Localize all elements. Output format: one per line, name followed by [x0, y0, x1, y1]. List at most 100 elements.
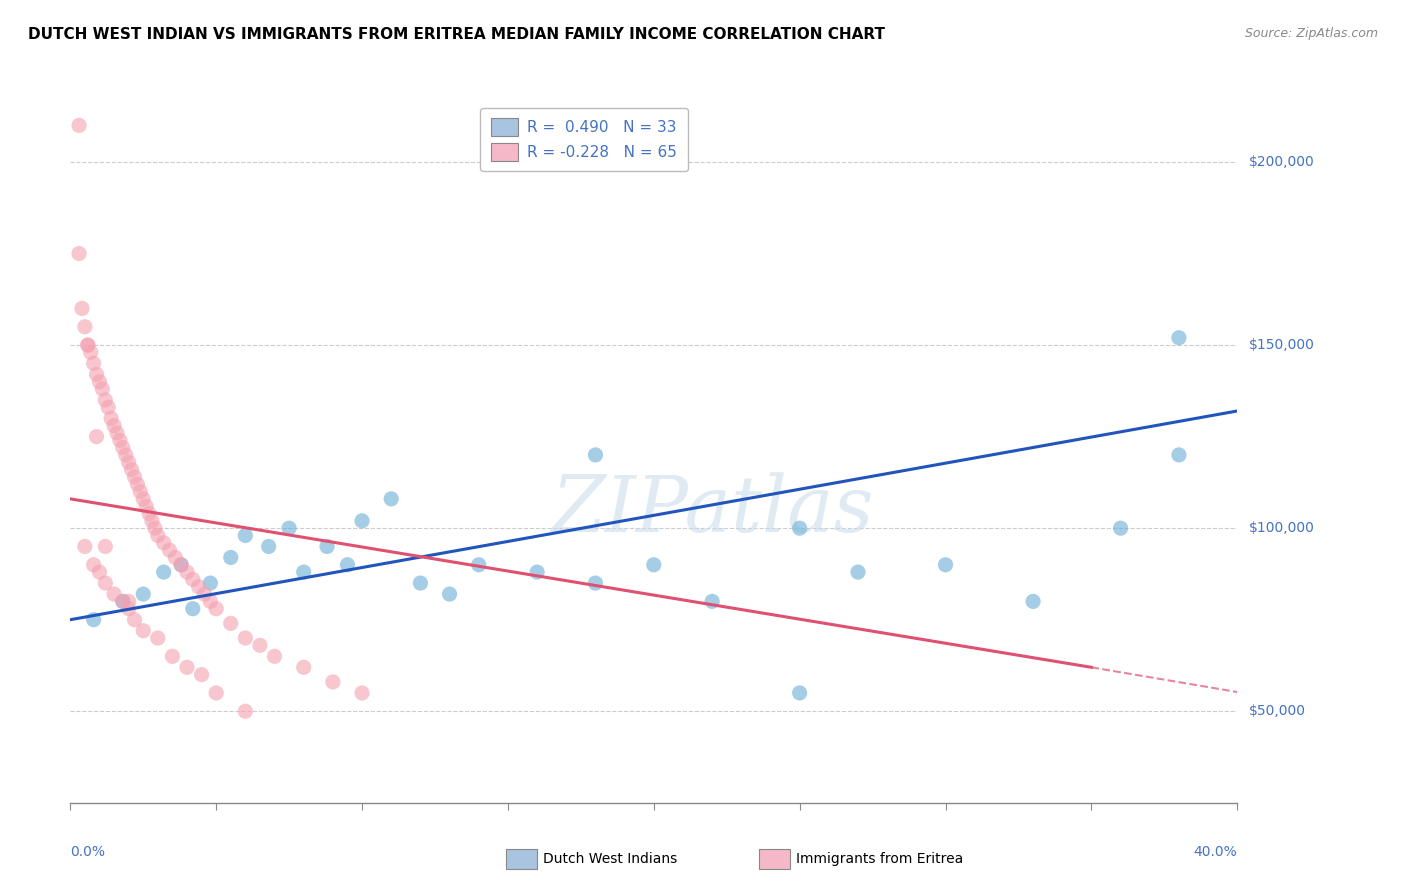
- Bar: [759, 849, 790, 869]
- Point: [114, 448, 136, 462]
- Point: [146, 528, 169, 542]
- Text: Source: ZipAtlas.com: Source: ZipAtlas.com: [1244, 27, 1378, 40]
- Point: [124, 613, 146, 627]
- Point: [789, 521, 811, 535]
- Point: [141, 514, 163, 528]
- Point: [200, 594, 222, 608]
- Point: [132, 587, 155, 601]
- Point: [278, 521, 301, 535]
- Text: Immigrants from Eritrea: Immigrants from Eritrea: [796, 852, 963, 866]
- Point: [233, 528, 256, 542]
- Point: [1167, 448, 1189, 462]
- Point: [91, 382, 114, 396]
- Point: [159, 543, 181, 558]
- Point: [86, 429, 108, 443]
- Point: [1022, 594, 1045, 608]
- Point: [118, 455, 141, 469]
- Point: [118, 601, 141, 615]
- Point: [352, 514, 374, 528]
- Point: [233, 704, 256, 718]
- Point: [127, 477, 149, 491]
- Point: [409, 576, 432, 591]
- Point: [143, 521, 166, 535]
- Point: [105, 425, 128, 440]
- Point: [111, 594, 134, 608]
- Point: [700, 594, 723, 608]
- Text: DUTCH WEST INDIAN VS IMMIGRANTS FROM ERITREA MEDIAN FAMILY INCOME CORRELATION CH: DUTCH WEST INDIAN VS IMMIGRANTS FROM ERI…: [28, 27, 886, 42]
- Point: [322, 675, 344, 690]
- Point: [352, 686, 374, 700]
- Point: [176, 565, 198, 579]
- Point: [94, 392, 117, 407]
- Point: [97, 401, 120, 415]
- Point: [135, 499, 157, 513]
- Text: $100,000: $100,000: [1249, 521, 1315, 535]
- Point: [292, 660, 315, 674]
- Point: [80, 345, 103, 359]
- Point: [76, 338, 98, 352]
- Point: [219, 616, 242, 631]
- Text: 0.0%: 0.0%: [70, 845, 105, 858]
- Point: [200, 576, 222, 591]
- Legend: R =  0.490   N = 33, R = -0.228   N = 65: R = 0.490 N = 33, R = -0.228 N = 65: [479, 108, 688, 171]
- Point: [124, 470, 146, 484]
- Point: [205, 686, 228, 700]
- Point: [103, 587, 125, 601]
- Point: [585, 576, 607, 591]
- Point: [187, 580, 209, 594]
- Point: [934, 558, 956, 572]
- Point: [118, 594, 141, 608]
- Point: [76, 338, 98, 352]
- Point: [73, 540, 96, 554]
- Bar: [506, 849, 537, 869]
- Text: $150,000: $150,000: [1249, 338, 1315, 352]
- Point: [73, 319, 96, 334]
- Point: [846, 565, 869, 579]
- Point: [585, 448, 607, 462]
- Point: [152, 565, 174, 579]
- Point: [205, 601, 228, 615]
- Point: [132, 624, 155, 638]
- Point: [643, 558, 665, 572]
- Point: [439, 587, 461, 601]
- Point: [83, 558, 105, 572]
- Point: [257, 540, 280, 554]
- Point: [181, 601, 204, 615]
- Point: [165, 550, 187, 565]
- Point: [67, 119, 90, 133]
- Point: [138, 507, 160, 521]
- Point: [292, 565, 315, 579]
- Point: [170, 558, 193, 572]
- Point: [170, 558, 193, 572]
- Point: [103, 418, 125, 433]
- Point: [121, 462, 143, 476]
- Text: $50,000: $50,000: [1249, 705, 1305, 718]
- Point: [111, 441, 134, 455]
- Point: [468, 558, 491, 572]
- Point: [181, 573, 204, 587]
- Point: [100, 411, 122, 425]
- Point: [249, 638, 271, 652]
- Point: [263, 649, 285, 664]
- Point: [526, 565, 548, 579]
- Point: [132, 491, 155, 506]
- Point: [190, 667, 212, 681]
- Point: [89, 565, 111, 579]
- Text: ZIPatlas: ZIPatlas: [551, 473, 873, 549]
- Point: [336, 558, 359, 572]
- Point: [146, 631, 169, 645]
- Point: [1167, 331, 1189, 345]
- Point: [108, 434, 131, 448]
- Point: [1109, 521, 1132, 535]
- Point: [219, 550, 242, 565]
- Point: [380, 491, 402, 506]
- Point: [316, 540, 339, 554]
- Point: [94, 540, 117, 554]
- Point: [67, 246, 90, 260]
- Point: [70, 301, 93, 316]
- Point: [83, 613, 105, 627]
- Text: 40.0%: 40.0%: [1194, 845, 1237, 858]
- Text: Dutch West Indians: Dutch West Indians: [543, 852, 676, 866]
- Point: [83, 356, 105, 370]
- Point: [152, 536, 174, 550]
